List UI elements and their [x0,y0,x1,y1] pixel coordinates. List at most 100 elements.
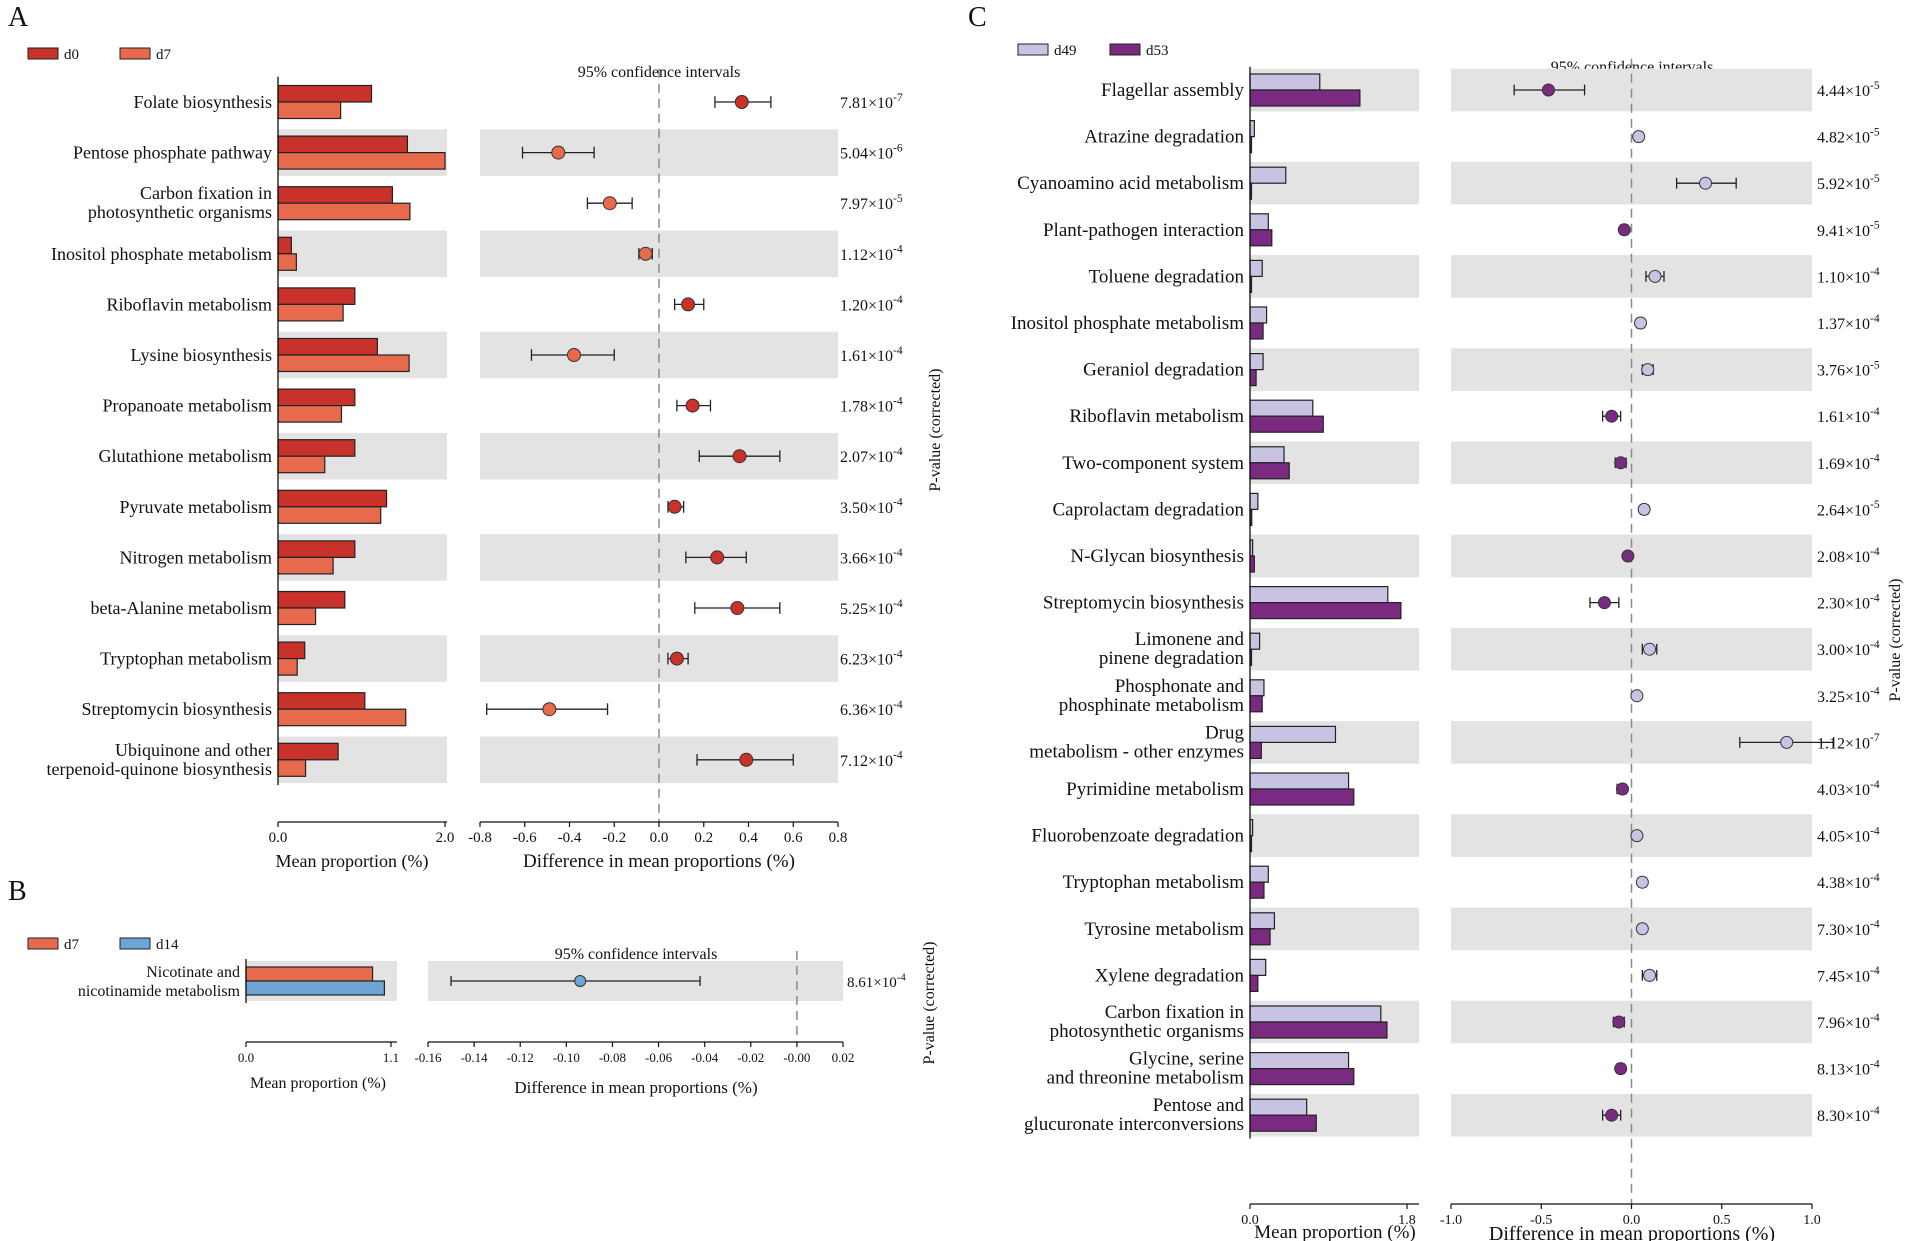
difference-point [1648,269,1662,283]
difference-point [1605,1108,1619,1122]
bar-d49 [1249,725,1337,744]
p-value-mantissa: 3.50×10 [840,500,893,517]
category-label: phosphinate metabolism [1059,695,1244,716]
bar-d49 [1249,306,1268,324]
bar-d7 [277,506,382,524]
category-label: Inositol phosphate metabolism [1011,313,1244,334]
bar-d49 [1249,1051,1350,1070]
bar-d53 [1249,415,1324,433]
p-value-label: 2.64×10-5 [1817,499,1880,519]
p-value-label: 4.05×10-4 [1817,825,1880,845]
difference-point [1641,363,1655,377]
category-label: metabolism - other enzymes [1029,741,1244,762]
bar-d7 [277,657,298,676]
difference-point [566,348,581,362]
bar-d49 [1249,166,1287,184]
category-label: Limonene and [1135,629,1245,650]
difference-tick-label: 1.0 [1803,1213,1821,1228]
difference-tick-label: -0.08 [599,1050,626,1065]
p-value-label: 4.82×10-5 [1817,126,1880,146]
difference-tick-label: -0.8 [468,830,492,846]
p-value-label: 1.12×10-4 [840,244,903,264]
bar-d0 [277,742,339,761]
bar-d53 [1249,695,1263,713]
row-shade-mean [1250,348,1419,391]
p-value-mantissa: 5.25×10 [840,601,893,618]
bar-d53 [1249,601,1402,620]
difference-point [1612,1015,1626,1029]
mean-tick-label: 0.0 [238,1050,254,1065]
p-value-label: 4.03×10-4 [1817,779,1880,799]
p-value-label: 3.00×10-4 [1817,639,1880,659]
category-label: Plant-pathogen interaction [1043,220,1245,241]
legend-swatch-d0 [27,47,59,60]
legend-label-d14: d14 [156,937,179,953]
row-shade-diff [1451,441,1812,485]
difference-tick-label: -0.02 [737,1050,764,1065]
p-value-mantissa: 7.30×10 [1817,922,1870,939]
bar-d49 [1249,632,1261,650]
difference-point [1541,83,1555,97]
p-value-exponent: -4 [1870,592,1880,604]
difference-point [1699,176,1713,190]
p-value-exponent: -5 [1870,220,1880,232]
panel-letter: A [8,2,29,33]
p-value-exponent: -7 [1870,732,1880,744]
category-label: Nitrogen metabolism [120,547,272,567]
p-value-axis-label: P-value (corrected) [1887,578,1904,701]
p-value-mantissa: 8.61×10 [847,975,897,991]
difference-point [685,398,700,413]
bar-d49 [1249,259,1263,277]
p-value-mantissa: 4.03×10 [1817,782,1870,799]
difference-tick-label: 0.2 [694,830,713,846]
p-value-mantissa: 1.12×10 [840,247,893,264]
p-value-exponent: -4 [893,648,903,660]
p-value-mantissa: 5.92×10 [1817,176,1870,193]
bar-d49 [1249,73,1321,91]
p-value-mantissa: 9.41×10 [1817,223,1870,240]
p-value-label: 1.20×10-4 [840,294,903,314]
category-label: and threonine metabolism [1047,1068,1245,1089]
category-label: Nicotinate and [146,964,240,981]
bar-d0 [277,489,388,508]
category-label: Pyrimidine metabolism [1066,779,1244,800]
p-value-exponent: -4 [1870,872,1880,884]
row-shade-mean [1250,627,1419,671]
difference-point [1605,409,1619,423]
p-value-exponent: -5 [893,193,903,205]
bar-d53 [1249,928,1271,946]
p-value-label: 7.96×10-4 [1817,1012,1880,1032]
p-value-label: 7.81×10-7 [840,92,903,112]
bar-d53 [1249,881,1265,899]
p-value-exponent: -4 [893,598,903,610]
difference-point [1634,316,1648,330]
bar-d53 [1249,974,1259,993]
p-value-label: 5.92×10-5 [1817,173,1880,193]
p-value-mantissa: 2.30×10 [1817,596,1870,613]
category-label: glucuronate interconversions [1024,1114,1244,1135]
row-shade-mean [1250,255,1419,298]
p-value-mantissa: 5.04×10 [840,146,893,163]
bar-d53 [1249,322,1264,340]
difference-tick-label: 0.0 [1623,1213,1641,1228]
p-value-exponent: -4 [1870,639,1880,651]
p-value-mantissa: 4.38×10 [1817,875,1870,892]
x-axis-label-mean: Mean proportion (%) [1254,1222,1415,1241]
difference-point [1617,223,1631,237]
difference-point [681,297,696,312]
category-label: Tryptophan metabolism [100,649,272,669]
category-label: Phosphonate and [1115,676,1245,697]
difference-tick-label: 0.5 [1713,1213,1731,1228]
p-value-label: 2.07×10-4 [840,446,903,466]
p-value-exponent: -4 [1870,313,1880,325]
difference-point [1632,130,1646,144]
category-label: Lysine biosynthesis [130,345,272,365]
bar-d53 [1249,741,1262,760]
p-value-mantissa: 1.10×10 [1817,269,1870,286]
bar-d0 [277,641,306,660]
difference-point [638,246,653,261]
p-value-label: 7.45×10-4 [1817,965,1880,985]
p-value-exponent: -4 [893,497,903,509]
bar-d7 [277,607,317,626]
p-value-label: 7.97×10-5 [840,193,903,213]
